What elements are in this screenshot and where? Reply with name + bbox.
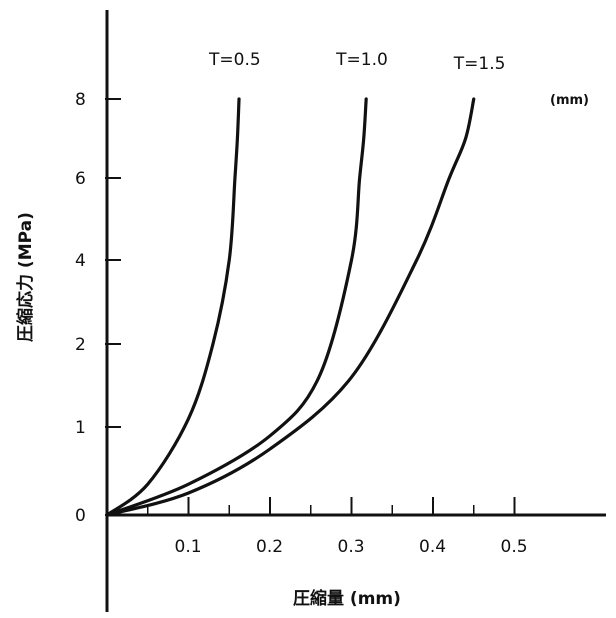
x-tick-label-0.5: 0.5 (501, 537, 528, 557)
series-curve-T=0.5 (105, 97, 241, 517)
y-tick-label-8: 8 (75, 90, 86, 110)
axes (105, 10, 606, 612)
series-label-T=0.5: T=0.5 (208, 50, 261, 70)
labels: T=0.5 T=1.0 T=1.5 (208, 50, 505, 74)
y-tick-label-4: 4 (75, 251, 86, 271)
series-label-T=1.5: T=1.5 (453, 54, 506, 74)
x-tick-label-0.2: 0.2 (256, 537, 283, 557)
y-tick-label-2: 2 (75, 335, 86, 355)
x-tick-label-0.1: 0.1 (175, 537, 202, 557)
y-tick-label-0: 0 (75, 506, 86, 526)
x-tick-label-0.4: 0.4 (419, 537, 446, 557)
ticks: 0.1 0.2 0.3 0.4 0.5 0 1 2 4 6 8 (75, 90, 528, 557)
series-label-T=1.0: T=1.0 (335, 50, 388, 70)
x-axis-title: 圧縮量 (mm) (293, 588, 401, 609)
unit-note: (mm) (550, 93, 589, 108)
y-tick-label-1: 1 (75, 418, 86, 438)
x-tick-label-0.3: 0.3 (338, 537, 365, 557)
series-curve-T=1.0 (105, 97, 368, 517)
y-axis-title: 圧縮応力 (MPa) (15, 212, 36, 342)
curves (105, 97, 476, 517)
series-curve-T=1.5 (105, 97, 476, 517)
y-tick-label-6: 6 (75, 169, 86, 189)
